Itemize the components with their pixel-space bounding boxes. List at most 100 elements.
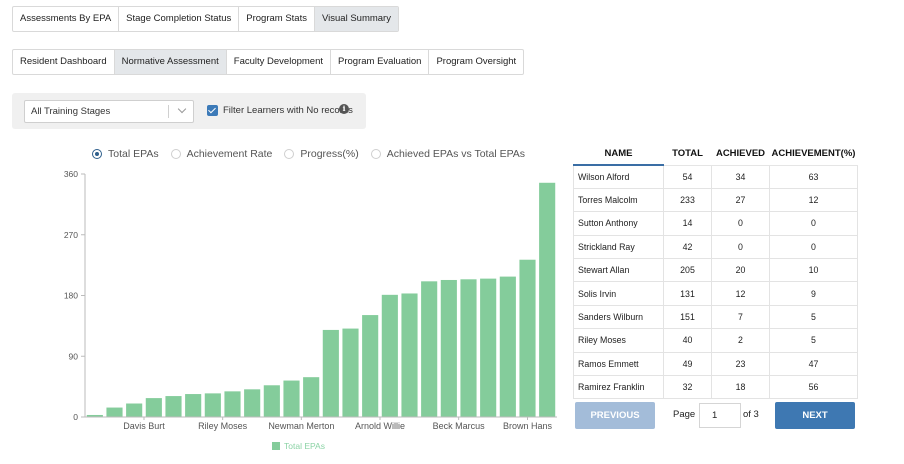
bar[interactable] bbox=[401, 293, 418, 417]
bar[interactable] bbox=[362, 315, 379, 417]
x-tick-label: Riley Moses bbox=[198, 421, 248, 431]
x-tick-label: Arnold Willie bbox=[355, 421, 405, 431]
cell-name: Torres Malcolm bbox=[573, 188, 664, 213]
tab-visual-summary[interactable]: Visual Summary bbox=[314, 7, 398, 31]
table-header-row: NAME TOTAL ACHIEVED ACHIEVEMENT(%) bbox=[573, 142, 858, 166]
cell-achievement-pct: 63 bbox=[769, 165, 858, 189]
bar[interactable] bbox=[185, 394, 202, 417]
tab-stage-completion-status[interactable]: Stage Completion Status bbox=[119, 7, 240, 31]
cell-total: 14 bbox=[663, 211, 712, 236]
bar[interactable] bbox=[303, 377, 320, 417]
table-row[interactable]: Wilson Alford 54 34 63 bbox=[573, 165, 858, 189]
table-row[interactable]: Ramirez Franklin 32 18 56 bbox=[573, 375, 858, 400]
column-header-name[interactable]: NAME bbox=[573, 142, 664, 166]
bar[interactable] bbox=[86, 414, 103, 417]
legend-label: Total EPAs bbox=[284, 441, 325, 451]
tab-resident-dashboard[interactable]: Resident Dashboard bbox=[13, 50, 115, 74]
cell-achieved: 23 bbox=[711, 352, 770, 377]
y-tick-label: 360 bbox=[64, 169, 78, 179]
column-header-achievement-pct[interactable]: ACHIEVEMENT(%) bbox=[769, 142, 858, 166]
radio-dot-icon bbox=[92, 149, 102, 159]
table-row[interactable]: Solis Irvin 131 12 9 bbox=[573, 281, 858, 306]
tab-program-oversight[interactable]: Program Oversight bbox=[436, 56, 517, 67]
info-icon[interactable]: i bbox=[339, 104, 349, 114]
bar[interactable] bbox=[283, 380, 300, 417]
cell-name: Riley Moses bbox=[573, 328, 664, 353]
bar[interactable] bbox=[224, 391, 241, 417]
radio-achieved-vs-total[interactable]: Achieved EPAs vs Total EPAs bbox=[370, 148, 525, 160]
cell-achieved: 20 bbox=[711, 258, 770, 283]
bar[interactable] bbox=[244, 389, 261, 417]
bar[interactable] bbox=[381, 294, 398, 417]
column-header-achieved[interactable]: ACHIEVED bbox=[711, 142, 770, 166]
learner-table: NAME TOTAL ACHIEVED ACHIEVEMENT(%) Wilso… bbox=[573, 142, 858, 400]
cell-name: Sanders Wilburn bbox=[573, 305, 664, 330]
bar[interactable] bbox=[342, 328, 359, 417]
table-row[interactable]: Sanders Wilburn 151 7 5 bbox=[573, 305, 858, 330]
chevron-down-icon[interactable] bbox=[177, 104, 187, 114]
table-row[interactable]: Stewart Allan 205 20 10 bbox=[573, 258, 858, 283]
bar[interactable] bbox=[145, 398, 162, 417]
primary-tabs: Assessments By EPA Stage Completion Stat… bbox=[12, 6, 399, 32]
x-tick-label: Brown Hans bbox=[503, 421, 553, 431]
bar[interactable] bbox=[499, 276, 516, 417]
table-row[interactable]: Sutton Anthony 14 0 0 bbox=[573, 211, 858, 236]
radio-total-epas[interactable]: Total EPAs bbox=[92, 148, 159, 160]
cell-achieved: 7 bbox=[711, 305, 770, 330]
radio-label: Total EPAs bbox=[108, 148, 159, 160]
tab-program-stats[interactable]: Program Stats bbox=[239, 7, 315, 31]
radio-achievement-rate[interactable]: Achievement Rate bbox=[170, 148, 273, 160]
cell-name: Solis Irvin bbox=[573, 281, 664, 306]
table-body: Wilson Alford 54 34 63 Torres Malcolm 233 27 12… bbox=[573, 165, 858, 400]
bar[interactable] bbox=[519, 259, 536, 417]
cell-name: Ramos Emmett bbox=[573, 352, 664, 377]
secondary-tabs: Resident Dashboard Normative Assessment … bbox=[12, 49, 525, 75]
training-stage-value: All Training Stages bbox=[31, 106, 111, 117]
column-header-total[interactable]: TOTAL bbox=[663, 142, 712, 166]
table-row[interactable]: Ramos Emmett 49 23 47 bbox=[573, 352, 858, 377]
bar[interactable] bbox=[165, 396, 182, 417]
tab-program-evaluation[interactable]: Program Evaluation bbox=[331, 50, 430, 74]
cell-total: 205 bbox=[663, 258, 712, 283]
cell-achievement-pct: 12 bbox=[769, 188, 858, 213]
bar[interactable] bbox=[480, 278, 497, 417]
radio-label: Progress(%) bbox=[300, 148, 359, 160]
table-row[interactable]: Torres Malcolm 233 27 12 bbox=[573, 188, 858, 213]
radio-dot-icon bbox=[370, 149, 381, 159]
bar[interactable] bbox=[263, 385, 280, 417]
training-stage-select[interactable]: All Training Stages bbox=[24, 100, 194, 123]
tab-faculty-development[interactable]: Faculty Development bbox=[227, 50, 331, 74]
bar[interactable] bbox=[460, 279, 477, 417]
table-row[interactable]: Riley Moses 40 2 5 bbox=[573, 328, 858, 353]
bar[interactable] bbox=[204, 393, 221, 417]
cell-achievement-pct: 0 bbox=[769, 211, 858, 236]
cell-name: Ramirez Franklin bbox=[573, 375, 664, 400]
bar[interactable] bbox=[440, 279, 457, 417]
page-number-input[interactable]: 1 bbox=[699, 403, 741, 428]
cell-name: Sutton Anthony bbox=[573, 211, 664, 236]
bar[interactable] bbox=[322, 329, 339, 417]
previous-button[interactable]: PREVIOUS bbox=[575, 402, 655, 429]
bar[interactable] bbox=[539, 182, 556, 417]
filter-no-records-label[interactable]: Filter Learners with No records bbox=[223, 105, 353, 116]
cell-achieved: 18 bbox=[711, 375, 770, 400]
page-total-label: of 3 bbox=[743, 409, 759, 420]
y-tick-label: 270 bbox=[64, 230, 78, 240]
tab-assessments-by-epa[interactable]: Assessments By EPA bbox=[13, 7, 120, 31]
page-label: Page bbox=[673, 409, 696, 420]
cell-name: Stewart Allan bbox=[573, 258, 664, 283]
tab-normative-assessment[interactable]: Normative Assessment bbox=[114, 50, 227, 74]
radio-label: Achievement Rate bbox=[186, 148, 273, 160]
cell-achieved: 0 bbox=[711, 235, 770, 260]
filter-no-records-checkbox[interactable] bbox=[207, 105, 218, 116]
table-row[interactable]: Strickland Ray 42 0 0 bbox=[573, 235, 858, 260]
cell-total: 151 bbox=[663, 305, 712, 330]
chart-legend[interactable]: Total EPAs bbox=[272, 441, 325, 451]
next-button[interactable]: NEXT bbox=[775, 402, 855, 429]
radio-progress[interactable]: Progress(%) bbox=[284, 148, 359, 160]
bar[interactable] bbox=[106, 407, 123, 417]
cell-achievement-pct: 56 bbox=[769, 375, 858, 400]
cell-total: 32 bbox=[663, 375, 712, 400]
bar[interactable] bbox=[421, 281, 438, 417]
bar[interactable] bbox=[126, 403, 143, 418]
